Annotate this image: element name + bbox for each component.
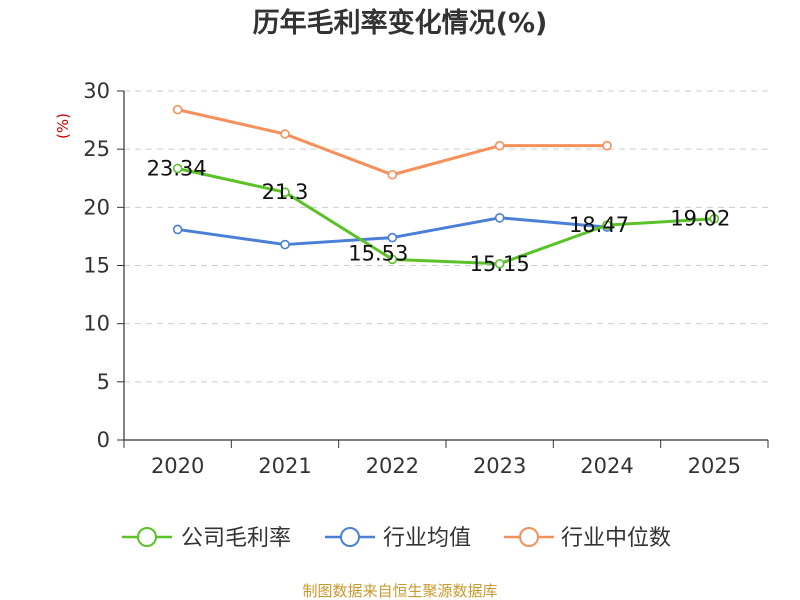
data-point	[494, 258, 505, 269]
data-point	[709, 213, 720, 224]
legend-item[interactable]: 公司毛利率	[122, 526, 291, 551]
data-label: 19.02	[670, 207, 730, 231]
series-lines	[172, 104, 720, 269]
y-axis-unit: (%)	[54, 113, 72, 139]
data-point	[280, 187, 290, 198]
series-line	[177, 167, 715, 266]
x-tick-label: 2021	[258, 454, 311, 478]
axes	[117, 90, 769, 448]
y-tick-label: 30	[83, 79, 110, 103]
data-point	[172, 163, 183, 174]
y-tick-label: 15	[83, 254, 110, 278]
legend-swatch-marker	[519, 527, 539, 547]
data-labels: 23.34 21.3 15.53 15.15 18.47 19.02	[147, 156, 731, 275]
x-tick-label: 2025	[688, 454, 741, 478]
chart-title: 历年毛利率变化情况(%)	[253, 7, 548, 39]
y-tick-label: 25	[83, 137, 110, 161]
data-point	[387, 169, 398, 180]
data-point	[494, 213, 505, 223]
data-point	[602, 220, 612, 230]
legend-swatch-marker	[340, 527, 360, 547]
y-tick-label: 5	[97, 370, 110, 394]
data-label: 18.47	[569, 213, 629, 237]
data-point	[494, 140, 505, 151]
data-point	[172, 224, 183, 235]
x-tick-label: 2023	[473, 454, 526, 478]
y-tick-label: 10	[83, 312, 110, 336]
x-tick-label: 2022	[366, 454, 419, 478]
x-tick-label: 2020	[151, 454, 204, 478]
data-point	[602, 140, 612, 151]
legend-label: 行业中位数	[561, 526, 671, 551]
data-label: 23.34	[147, 156, 207, 180]
legend-item[interactable]: 行业均值	[325, 526, 471, 551]
legend-label: 行业均值	[383, 526, 471, 551]
y-tick-labels: 0 5 10 15 20 25 30	[83, 79, 110, 452]
data-point	[387, 254, 398, 265]
x-tick-labels: 2020 2021 2022 2023 2024 2025	[151, 454, 741, 478]
data-point	[387, 232, 398, 243]
legend-label: 公司毛利率	[181, 526, 291, 551]
data-point	[280, 129, 290, 139]
legend-swatch-marker	[137, 527, 157, 547]
data-point	[172, 104, 183, 115]
data-label: 15.15	[470, 252, 530, 276]
source-note: 制图数据来自恒生聚源数据库	[302, 582, 497, 600]
data-label: 21.3	[262, 180, 309, 204]
legend-item[interactable]: 行业中位数	[504, 526, 671, 551]
data-label: 15.53	[348, 241, 408, 265]
data-point	[280, 239, 290, 250]
grid-lines	[124, 90, 768, 383]
legend[interactable]: 公司毛利率 行业均值 行业中位数	[122, 526, 671, 551]
y-tick-label: 0	[97, 428, 110, 452]
y-tick-label: 20	[83, 195, 110, 219]
series-line	[177, 108, 607, 177]
x-tick-label: 2024	[580, 454, 633, 478]
